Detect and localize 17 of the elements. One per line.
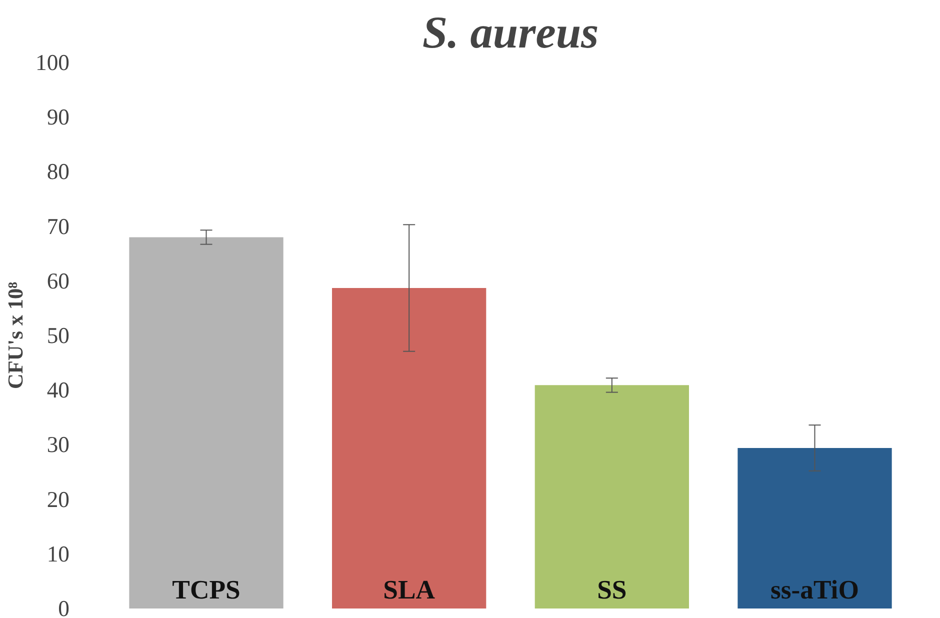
y-tick-label: 50 — [46, 323, 70, 348]
y-axis-title: CFU's x 10⁸ — [4, 281, 28, 390]
chart-title: S. aureus — [422, 8, 599, 58]
y-tick-label: 0 — [58, 596, 70, 618]
y-tick-label: 40 — [46, 378, 70, 403]
y-tick-label: 10 — [46, 541, 70, 566]
y-tick-label: 100 — [36, 50, 70, 75]
x-tick-label: ss-aTiO — [770, 574, 859, 604]
y-tick-label: 80 — [46, 159, 70, 184]
x-tick-label: SS — [597, 574, 627, 604]
y-tick-label: 90 — [46, 104, 70, 130]
y-tick-label: 60 — [46, 268, 70, 294]
y-tick-label: 70 — [46, 214, 70, 239]
y-tick-label: 30 — [46, 432, 70, 458]
x-tick-label: SLA — [383, 574, 436, 604]
x-tick-label: TCPS — [172, 574, 240, 604]
y-tick-label: 20 — [46, 486, 70, 512]
